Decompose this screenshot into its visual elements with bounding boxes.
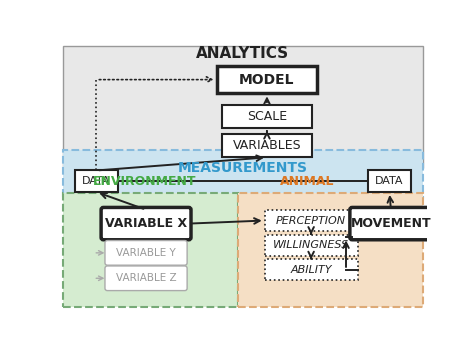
Bar bbox=[368, 170, 411, 192]
FancyBboxPatch shape bbox=[350, 207, 432, 240]
Bar bbox=[63, 193, 237, 307]
FancyBboxPatch shape bbox=[105, 240, 187, 265]
Text: MOVEMENT: MOVEMENT bbox=[351, 217, 431, 230]
Bar bbox=[63, 150, 423, 196]
Text: DATA: DATA bbox=[82, 176, 111, 186]
Bar bbox=[264, 235, 357, 255]
Text: ABILITY: ABILITY bbox=[291, 265, 332, 275]
Bar bbox=[75, 170, 118, 192]
Text: VARIABLE Z: VARIABLE Z bbox=[116, 273, 176, 283]
Bar bbox=[222, 105, 311, 128]
Text: VARIABLE X: VARIABLE X bbox=[105, 217, 187, 230]
Text: ANIMAL: ANIMAL bbox=[280, 175, 335, 188]
Bar bbox=[264, 259, 357, 280]
Text: MODEL: MODEL bbox=[239, 73, 295, 87]
Bar bbox=[264, 210, 357, 231]
Text: MEASUREMENTS: MEASUREMENTS bbox=[178, 161, 308, 175]
Bar bbox=[237, 193, 423, 307]
Bar bbox=[222, 134, 311, 157]
Bar bbox=[63, 46, 423, 168]
Text: ANALYTICS: ANALYTICS bbox=[196, 46, 290, 61]
FancyBboxPatch shape bbox=[105, 266, 187, 291]
Text: WILLINGNESS: WILLINGNESS bbox=[273, 240, 349, 250]
Bar bbox=[217, 66, 317, 94]
Text: VARIABLE Y: VARIABLE Y bbox=[116, 248, 176, 258]
Text: VARIABLES: VARIABLES bbox=[233, 139, 301, 152]
Text: ENVIRONMENT: ENVIRONMENT bbox=[93, 175, 196, 188]
FancyBboxPatch shape bbox=[101, 207, 191, 240]
Text: SCALE: SCALE bbox=[247, 110, 287, 123]
Text: PERCEPTION: PERCEPTION bbox=[276, 216, 346, 225]
Text: DATA: DATA bbox=[375, 176, 404, 186]
